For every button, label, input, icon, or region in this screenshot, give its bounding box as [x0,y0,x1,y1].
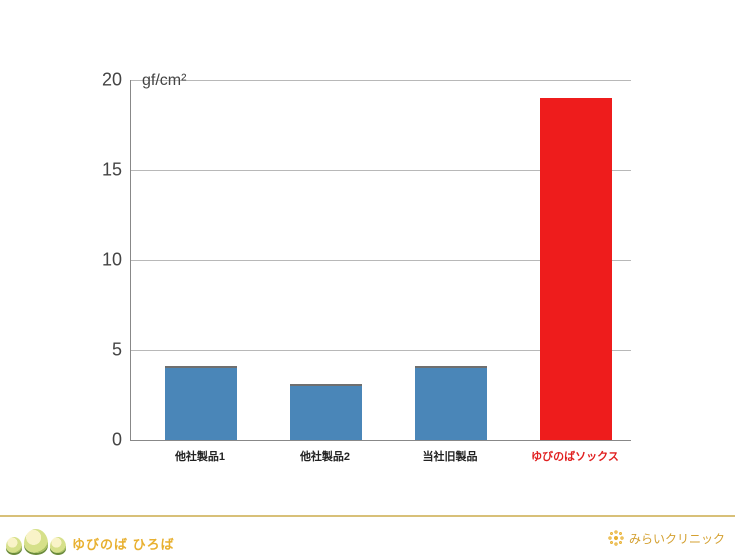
x-tick-label: 他社製品2 [300,448,350,464]
y-tick-label: 10 [82,250,122,271]
footer-bar: ゆびのば ひろば みらいクリニック [0,515,735,555]
footer-left-logo: ゆびのば ひろば [6,529,175,553]
sparkle-icon [607,529,625,547]
footer-right-text: みらいクリニック [629,530,725,547]
y-axis-unit-label: gf/cm² [142,72,186,90]
plot-region [130,80,631,441]
lilypad-icon [50,537,66,553]
bars-container [131,80,631,440]
bar [165,368,237,440]
bar [540,98,612,440]
y-tick-label: 15 [82,160,122,181]
bar [415,368,487,440]
x-tick-label: ゆびのばソックス [531,448,619,464]
bar-cap [290,384,362,386]
footer-right-logo: みらいクリニック [607,529,725,547]
bar-cap [415,366,487,368]
chart-area: 05101520 gf/cm² 他社製品1他社製品2当社旧製品ゆびのばソックス [130,80,630,440]
bar [290,386,362,440]
y-tick-label: 5 [82,340,122,361]
bar-cap [165,366,237,368]
y-tick-label: 0 [82,430,122,451]
y-tick-label: 20 [82,70,122,91]
footer-left-text: ゆびのば ひろば [72,534,175,553]
lilypad-icon [24,529,48,553]
lilypad-icon [6,537,22,553]
x-tick-label: 他社製品1 [175,448,225,464]
x-tick-label: 当社旧製品 [423,448,478,464]
